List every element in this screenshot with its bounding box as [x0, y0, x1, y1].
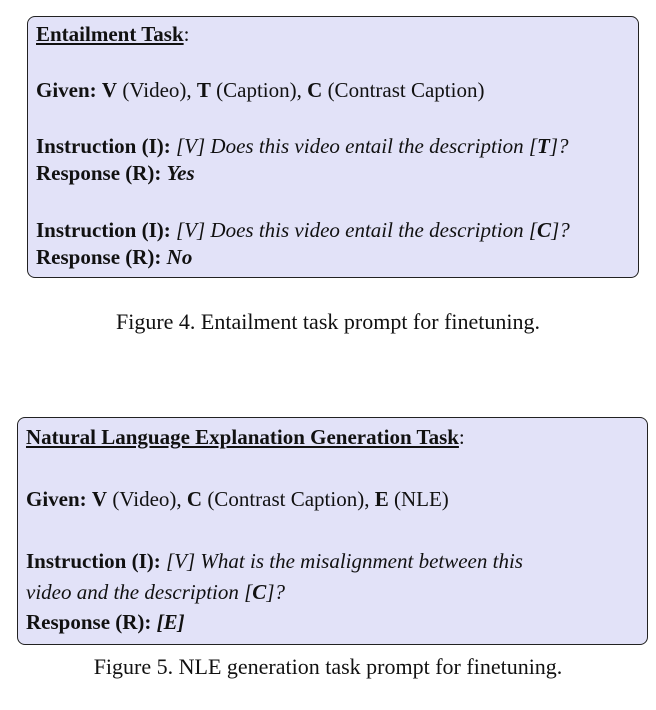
given-label: Given: — [26, 487, 87, 511]
entailment-response-2: Response (R): No — [36, 245, 193, 269]
nle-task-title: Natural Language Explanation Generation … — [26, 425, 459, 449]
given-label: Given: — [36, 78, 97, 102]
entailment-task-box: Entailment Task: Given: V (Video), T (Ca… — [27, 16, 639, 278]
nle-instruction-line-1: Instruction (I): [V] What is the misalig… — [26, 549, 523, 573]
nle-task-title-line: Natural Language Explanation Generation … — [26, 425, 465, 449]
entailment-response-1: Response (R): Yes — [36, 161, 195, 185]
figure-5-caption: Figure 5. NLE generation task prompt for… — [93, 654, 563, 679]
entailment-given-line: Given: V (Video), T (Caption), C (Contra… — [36, 78, 485, 102]
figure-4-caption: Figure 4. Entailment task prompt for fin… — [115, 309, 541, 334]
entailment-task-title: Entailment Task — [36, 22, 184, 46]
nle-task-box: Natural Language Explanation Generation … — [17, 417, 648, 645]
entailment-instruction-2: Instruction (I): [V] Does this video ent… — [36, 218, 570, 242]
nle-response: Response (R): [E] — [26, 610, 185, 634]
entailment-instruction-1: Instruction (I): [V] Does this video ent… — [36, 134, 569, 158]
entailment-task-title-line: Entailment Task: — [36, 22, 190, 46]
nle-instruction-line-2: video and the description [C]? — [26, 580, 285, 604]
nle-given-line: Given: V (Video), C (Contrast Caption), … — [26, 487, 449, 511]
